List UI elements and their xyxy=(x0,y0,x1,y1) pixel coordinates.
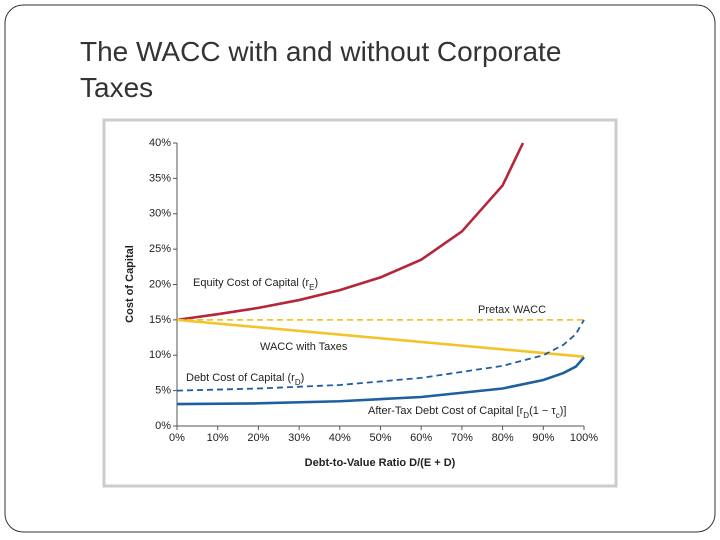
series-label-part: Equity Cost of Capital (r xyxy=(193,277,309,289)
series-label-part: WACC with Taxes xyxy=(260,341,348,353)
chart-panel xyxy=(102,118,618,488)
y-tick-label: 20% xyxy=(149,278,171,290)
x-tick-label: 90% xyxy=(532,432,554,444)
series-line xyxy=(176,142,525,322)
y-tick-label: 10% xyxy=(149,349,171,361)
x-tick-label: 40% xyxy=(329,432,351,444)
series-line xyxy=(176,356,585,406)
x-tick-label: 10% xyxy=(207,432,229,444)
x-tick-label: 20% xyxy=(247,432,269,444)
y-tick-label: 5% xyxy=(155,385,171,397)
series-label: After-Tax Debt Cost of Capital [rD(1 − τ… xyxy=(368,405,566,420)
y-tick-label: 35% xyxy=(149,172,171,184)
series-label-part: D xyxy=(523,411,529,420)
series-label-part: (1 − τ xyxy=(529,405,556,417)
series-label: Equity Cost of Capital (rE) xyxy=(193,277,318,292)
series-label: Pretax WACC xyxy=(478,304,546,316)
series-label-part: )] xyxy=(560,405,567,417)
x-axis-label: Debt-to-Value Ratio D/(E + D) xyxy=(305,457,456,469)
series-label-part: E xyxy=(309,283,314,292)
y-tick-label: 0% xyxy=(155,420,171,432)
series-label-part: Debt Cost of Capital (r xyxy=(186,372,295,384)
x-tick-label: 50% xyxy=(369,432,391,444)
series-label-part: After-Tax Debt Cost of Capital [r xyxy=(368,405,524,417)
y-tick-label: 30% xyxy=(149,208,171,220)
series-label-part: D xyxy=(295,378,301,387)
series-line xyxy=(176,319,585,392)
series-label-part: c xyxy=(556,411,560,420)
series-label-part: ) xyxy=(315,277,319,289)
series-line xyxy=(176,318,585,358)
x-tick-label: 0% xyxy=(169,432,185,444)
y-tick-label: 40% xyxy=(149,137,171,149)
series-label: Debt Cost of Capital (rD) xyxy=(186,372,304,387)
x-tick-label: 70% xyxy=(451,432,473,444)
slide-title: The WACC with and without Corporate Taxe… xyxy=(80,36,562,103)
y-axis-label: Cost of Capital xyxy=(124,245,136,323)
series-label-part: ) xyxy=(301,372,305,384)
x-tick-label: 30% xyxy=(288,432,310,444)
series-label-part: Pretax WACC xyxy=(478,304,546,316)
y-tick-label: 15% xyxy=(149,314,171,326)
x-tick-label: 100% xyxy=(570,432,598,444)
y-tick-label: 25% xyxy=(149,243,171,255)
series-label: WACC with Taxes xyxy=(260,341,348,353)
x-tick-label: 80% xyxy=(492,432,514,444)
x-tick-label: 60% xyxy=(410,432,432,444)
